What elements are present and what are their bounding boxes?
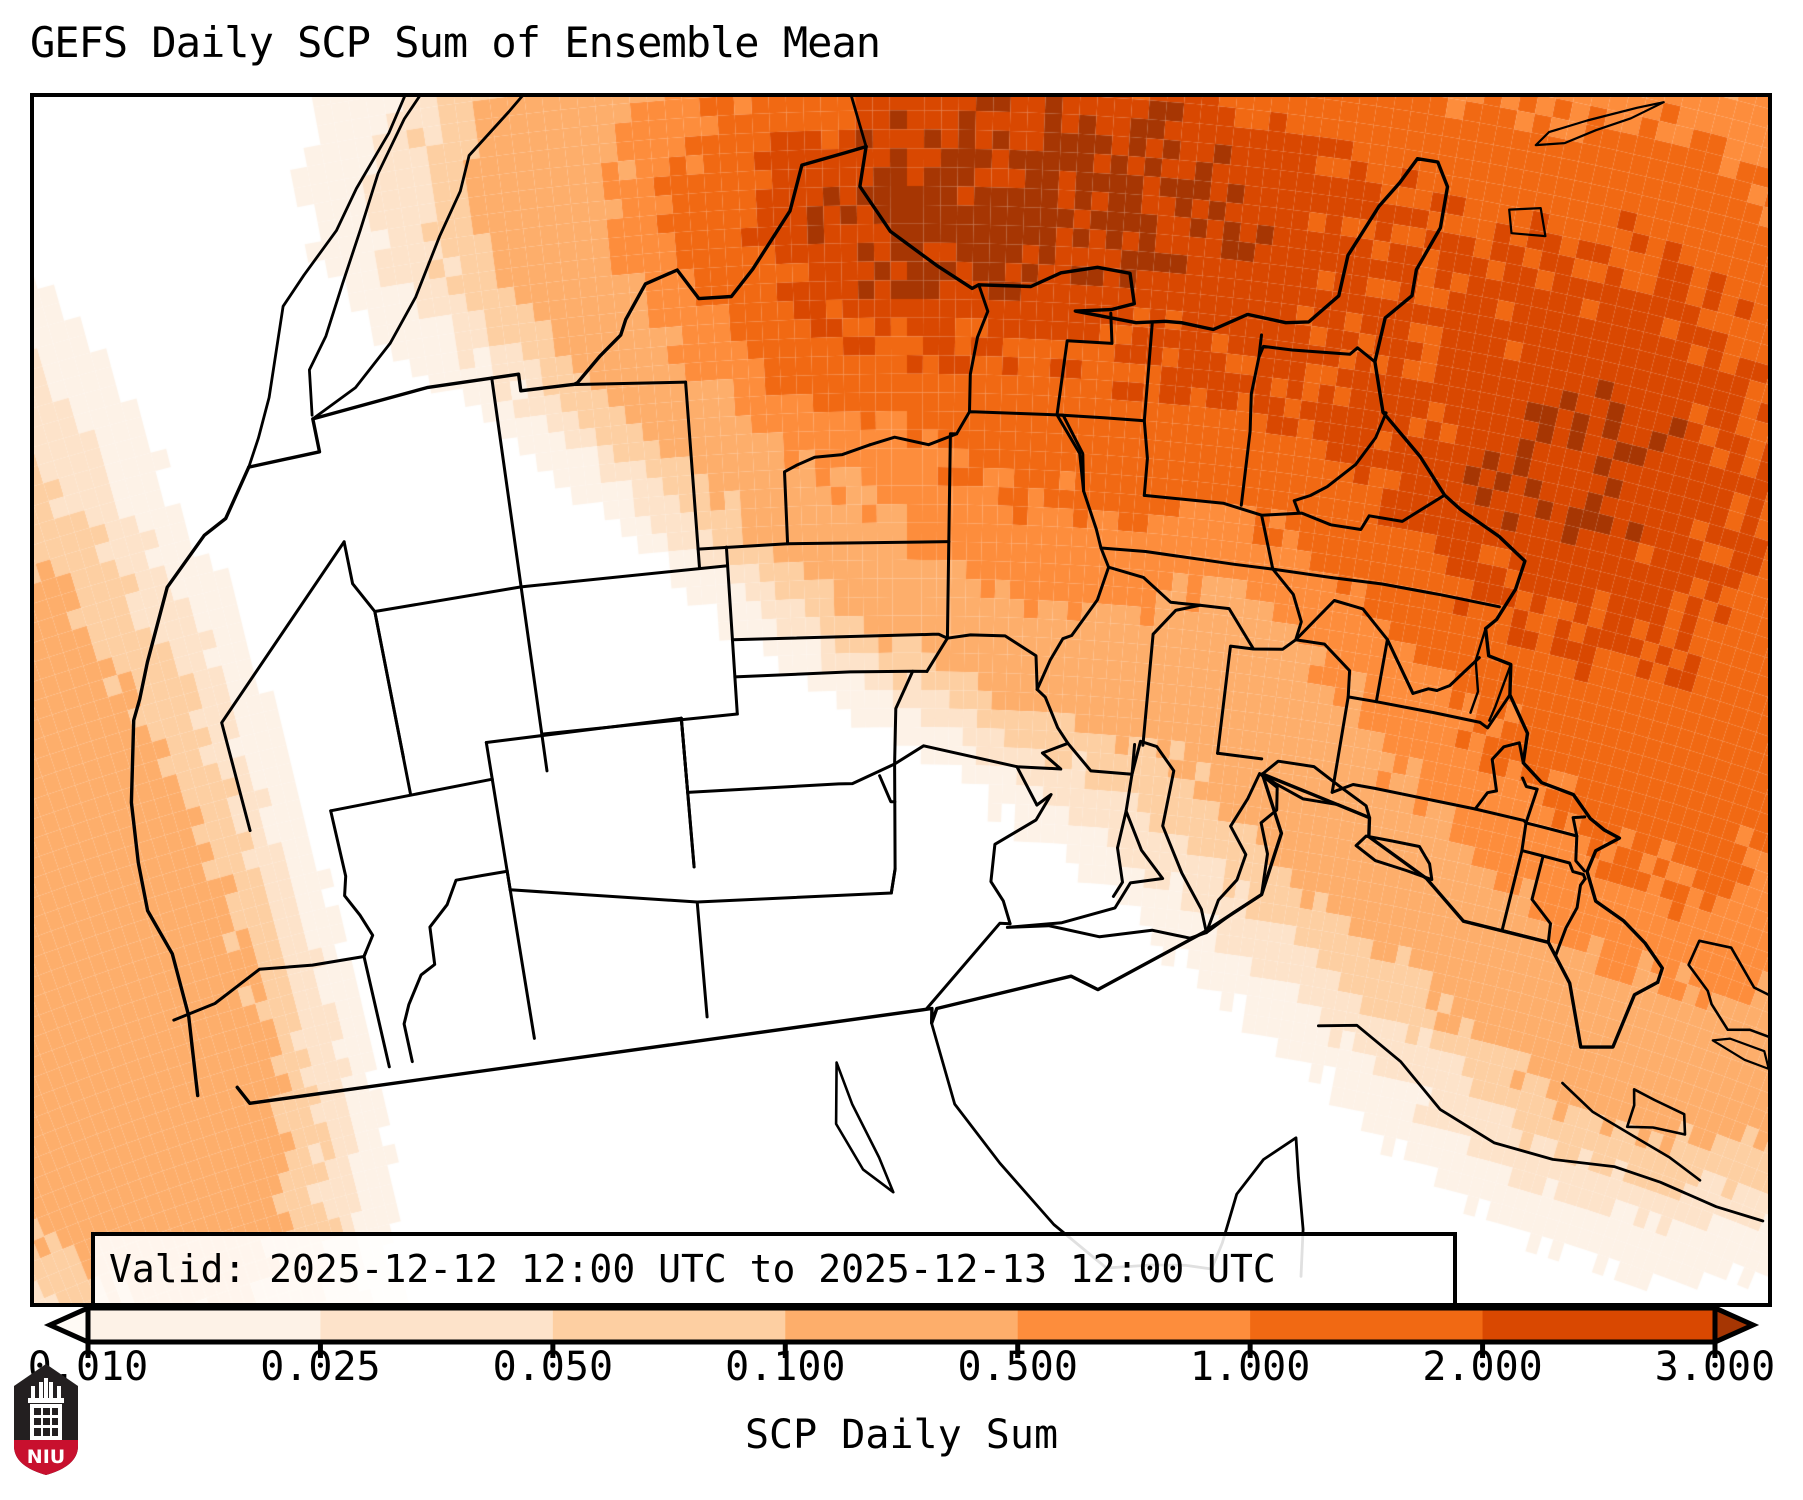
colorbar-tick-2: 0.050 [492,1344,614,1390]
map-panel: Valid: 2025-12-12 12:00 UTC to 2025-12-1… [30,93,1772,1307]
colorbar-tick-7: 3.000 [1654,1344,1776,1390]
forecast-info-box: Valid: 2025-12-12 12:00 UTC to 2025-12-1… [91,1232,1457,1303]
colorbar-tick-labels: 0.010 0.025 0.050 0.100 0.500 1.000 2.000 3.000 [0,1344,1803,1404]
geography-overlay [129,97,1768,1278]
colorbar-tick-5: 1.000 [1189,1344,1311,1390]
page-title: GEFS Daily SCP Sum of Ensemble Mean [30,18,881,67]
colorbar-panel: 0.010 0.025 0.050 0.100 0.500 1.000 2.000 3.000… [0,1300,1803,1500]
colorbar-swatches [43,1304,1760,1358]
map-inner [34,97,1768,1303]
colorbar-tick-3: 0.100 [725,1344,846,1390]
colorbar-tick-1: 0.025 [260,1344,381,1390]
niu-logo-text: NIU [27,1446,65,1468]
colorbar-tick-4: 0.500 [957,1344,1078,1390]
colorbar-axis-label: SCP Daily Sum [744,1412,1059,1458]
run-time-line: Run: 2025-11-30 00:00 UTC [109,1296,1439,1303]
colorbar-tick-6: 2.000 [1422,1344,1543,1390]
valid-time-line: Valid: 2025-12-12 12:00 UTC to 2025-12-1… [109,1247,1276,1291]
niu-logo: NIU [14,1364,78,1475]
